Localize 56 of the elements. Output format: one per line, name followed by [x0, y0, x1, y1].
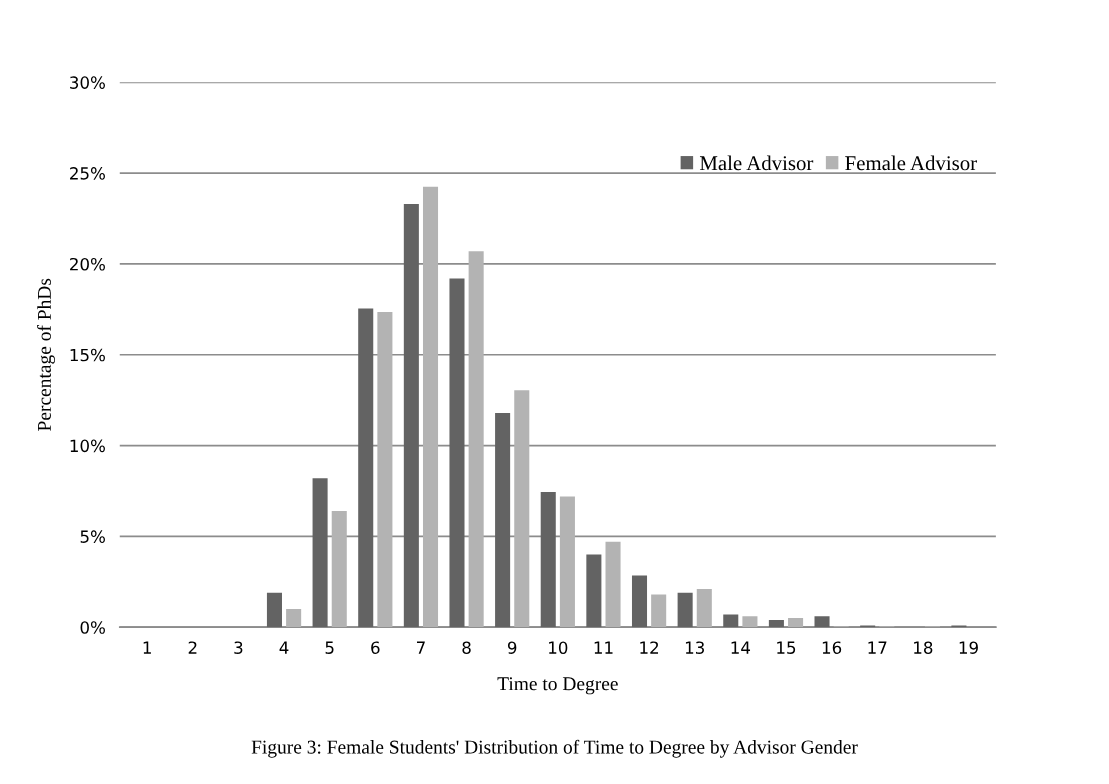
x-tick-label: 9 — [507, 641, 517, 654]
y-axis-title: Percentage of PhDs — [37, 278, 55, 431]
y-tick-label: 25% — [70, 167, 105, 180]
x-tick-label: 8 — [462, 641, 471, 654]
legend-label: Female Advisor — [845, 155, 977, 171]
x-tick-label: 4 — [279, 641, 289, 654]
bar — [696, 589, 712, 628]
bar — [514, 390, 530, 628]
x-tick-label: 18 — [914, 641, 933, 654]
bar — [266, 592, 282, 628]
y-tick-label: 0% — [80, 621, 105, 634]
bar — [377, 312, 393, 628]
bar — [605, 541, 621, 628]
bar — [468, 251, 484, 628]
legend-label: Male Advisor — [699, 155, 814, 171]
x-tick-label: 15 — [777, 641, 796, 654]
bar — [331, 510, 347, 628]
x-tick-label: 5 — [325, 641, 334, 654]
x-tick-label: 14 — [731, 641, 751, 654]
bar — [403, 204, 419, 628]
x-tick-label: 10 — [549, 641, 568, 654]
y-tick-label: 20% — [70, 257, 105, 271]
bar — [631, 575, 648, 628]
bar — [651, 594, 667, 628]
x-tick-label: 11 — [594, 641, 613, 654]
bar — [540, 491, 556, 628]
x-tick-label: 2 — [188, 641, 197, 654]
bar — [677, 592, 693, 628]
x-tick-label: 12 — [640, 641, 659, 654]
x-tick-label: 16 — [822, 641, 842, 654]
bar — [495, 412, 511, 628]
bar — [449, 278, 465, 628]
bar — [312, 478, 328, 628]
x-tick-label: 3 — [234, 641, 243, 654]
x-tick-label: 1 — [143, 641, 151, 654]
x-tick-label: 13 — [685, 641, 704, 654]
y-tick-label: 15% — [70, 348, 105, 362]
bar — [768, 619, 784, 628]
x-tick-label: 17 — [868, 641, 887, 654]
y-tick-label: 5% — [80, 530, 105, 543]
y-tick-label: 30% — [70, 76, 105, 89]
bar — [742, 616, 758, 628]
bar — [723, 614, 739, 628]
bar — [422, 186, 439, 628]
x-tick-label: 6 — [371, 641, 380, 654]
bar — [788, 618, 804, 628]
bar — [559, 496, 575, 628]
bar — [814, 616, 830, 628]
y-tick-label: 10% — [70, 439, 105, 453]
bar — [286, 609, 302, 628]
x-axis-title: Time to Degree — [497, 677, 618, 695]
x-tick-label: 7 — [417, 641, 425, 654]
caption: Figure 3: Female Students' Distribution of Time to Degree by Advisor Gender — [251, 739, 858, 758]
x-tick-label: 19 — [959, 641, 978, 654]
bar — [358, 308, 374, 628]
bar — [586, 554, 602, 628]
